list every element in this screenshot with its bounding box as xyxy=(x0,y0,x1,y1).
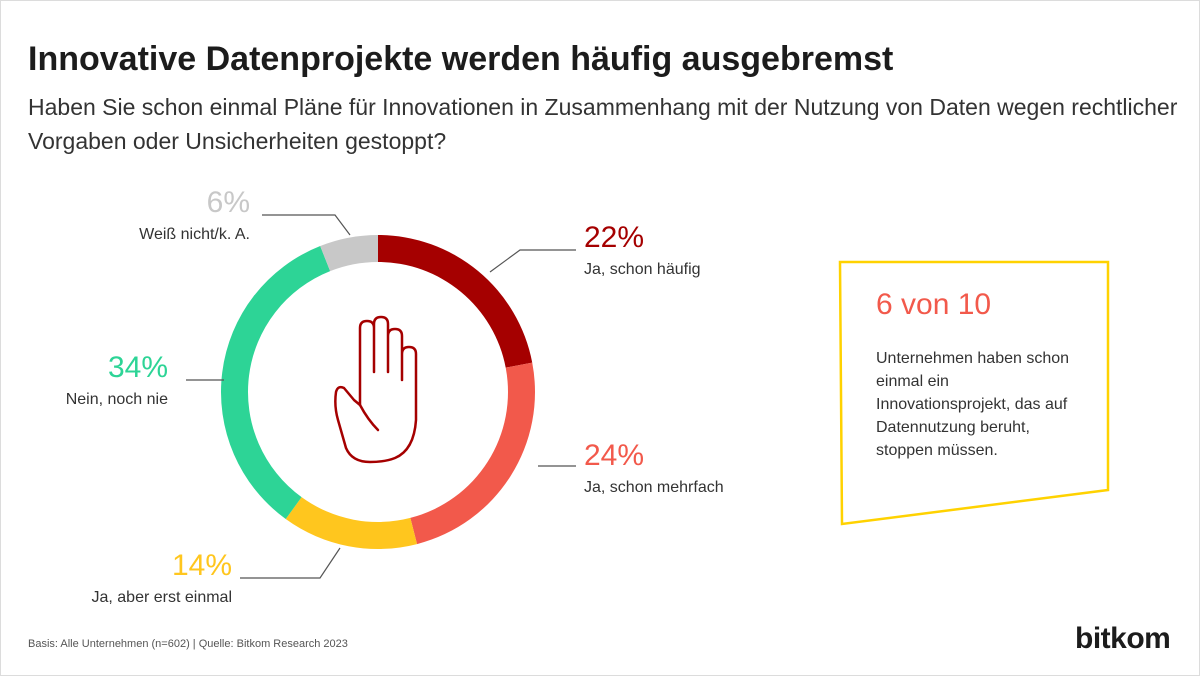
slice-label-3: Ja, aber erst einmal xyxy=(91,589,232,606)
pct-label-1: 22% xyxy=(584,221,644,254)
pct-label-4: 34% xyxy=(108,351,168,384)
bitkom-logo: bitkom xyxy=(1075,622,1171,655)
source-footnote: Basis: Alle Unternehmen (n=602) | Quelle… xyxy=(28,638,348,650)
raised-hand-stop-icon xyxy=(334,315,418,464)
pct-label-3: 14% xyxy=(172,549,232,582)
donut-slice-2 xyxy=(410,362,535,545)
pct-label-5: 6% xyxy=(207,186,250,219)
page-subtitle: Haben Sie schon einmal Pläne für Innovat… xyxy=(28,94,1178,154)
label-leader-lines xyxy=(186,214,576,579)
donut-slice-3 xyxy=(285,497,418,549)
slice-labels: 22% Ja, schon häufig 24% Ja, schon mehrf… xyxy=(66,186,724,606)
slice-label-4: Nein, noch nie xyxy=(66,391,168,408)
donut-slice-5 xyxy=(320,235,378,272)
donut-slice-1 xyxy=(378,235,533,368)
donut-slices xyxy=(220,235,535,549)
callout-text: Unternehmen haben schon einmal ein Innov… xyxy=(876,350,1070,459)
donut-slice-4 xyxy=(220,246,331,520)
slice-label-5: Weiß nicht/k. A. xyxy=(139,226,250,243)
leader-line-3 xyxy=(240,547,341,579)
leader-line-1 xyxy=(489,249,576,273)
slice-label-2: Ja, schon mehrfach xyxy=(584,479,724,496)
pct-label-2: 24% xyxy=(584,439,644,472)
page-title: Innovative Datenprojekte werden häufig a… xyxy=(28,40,894,78)
slice-label-1: Ja, schon häufig xyxy=(584,261,701,278)
callout-headline: 6 von 10 xyxy=(876,288,992,321)
callout-border xyxy=(838,260,1110,526)
leader-line-5 xyxy=(262,214,351,236)
